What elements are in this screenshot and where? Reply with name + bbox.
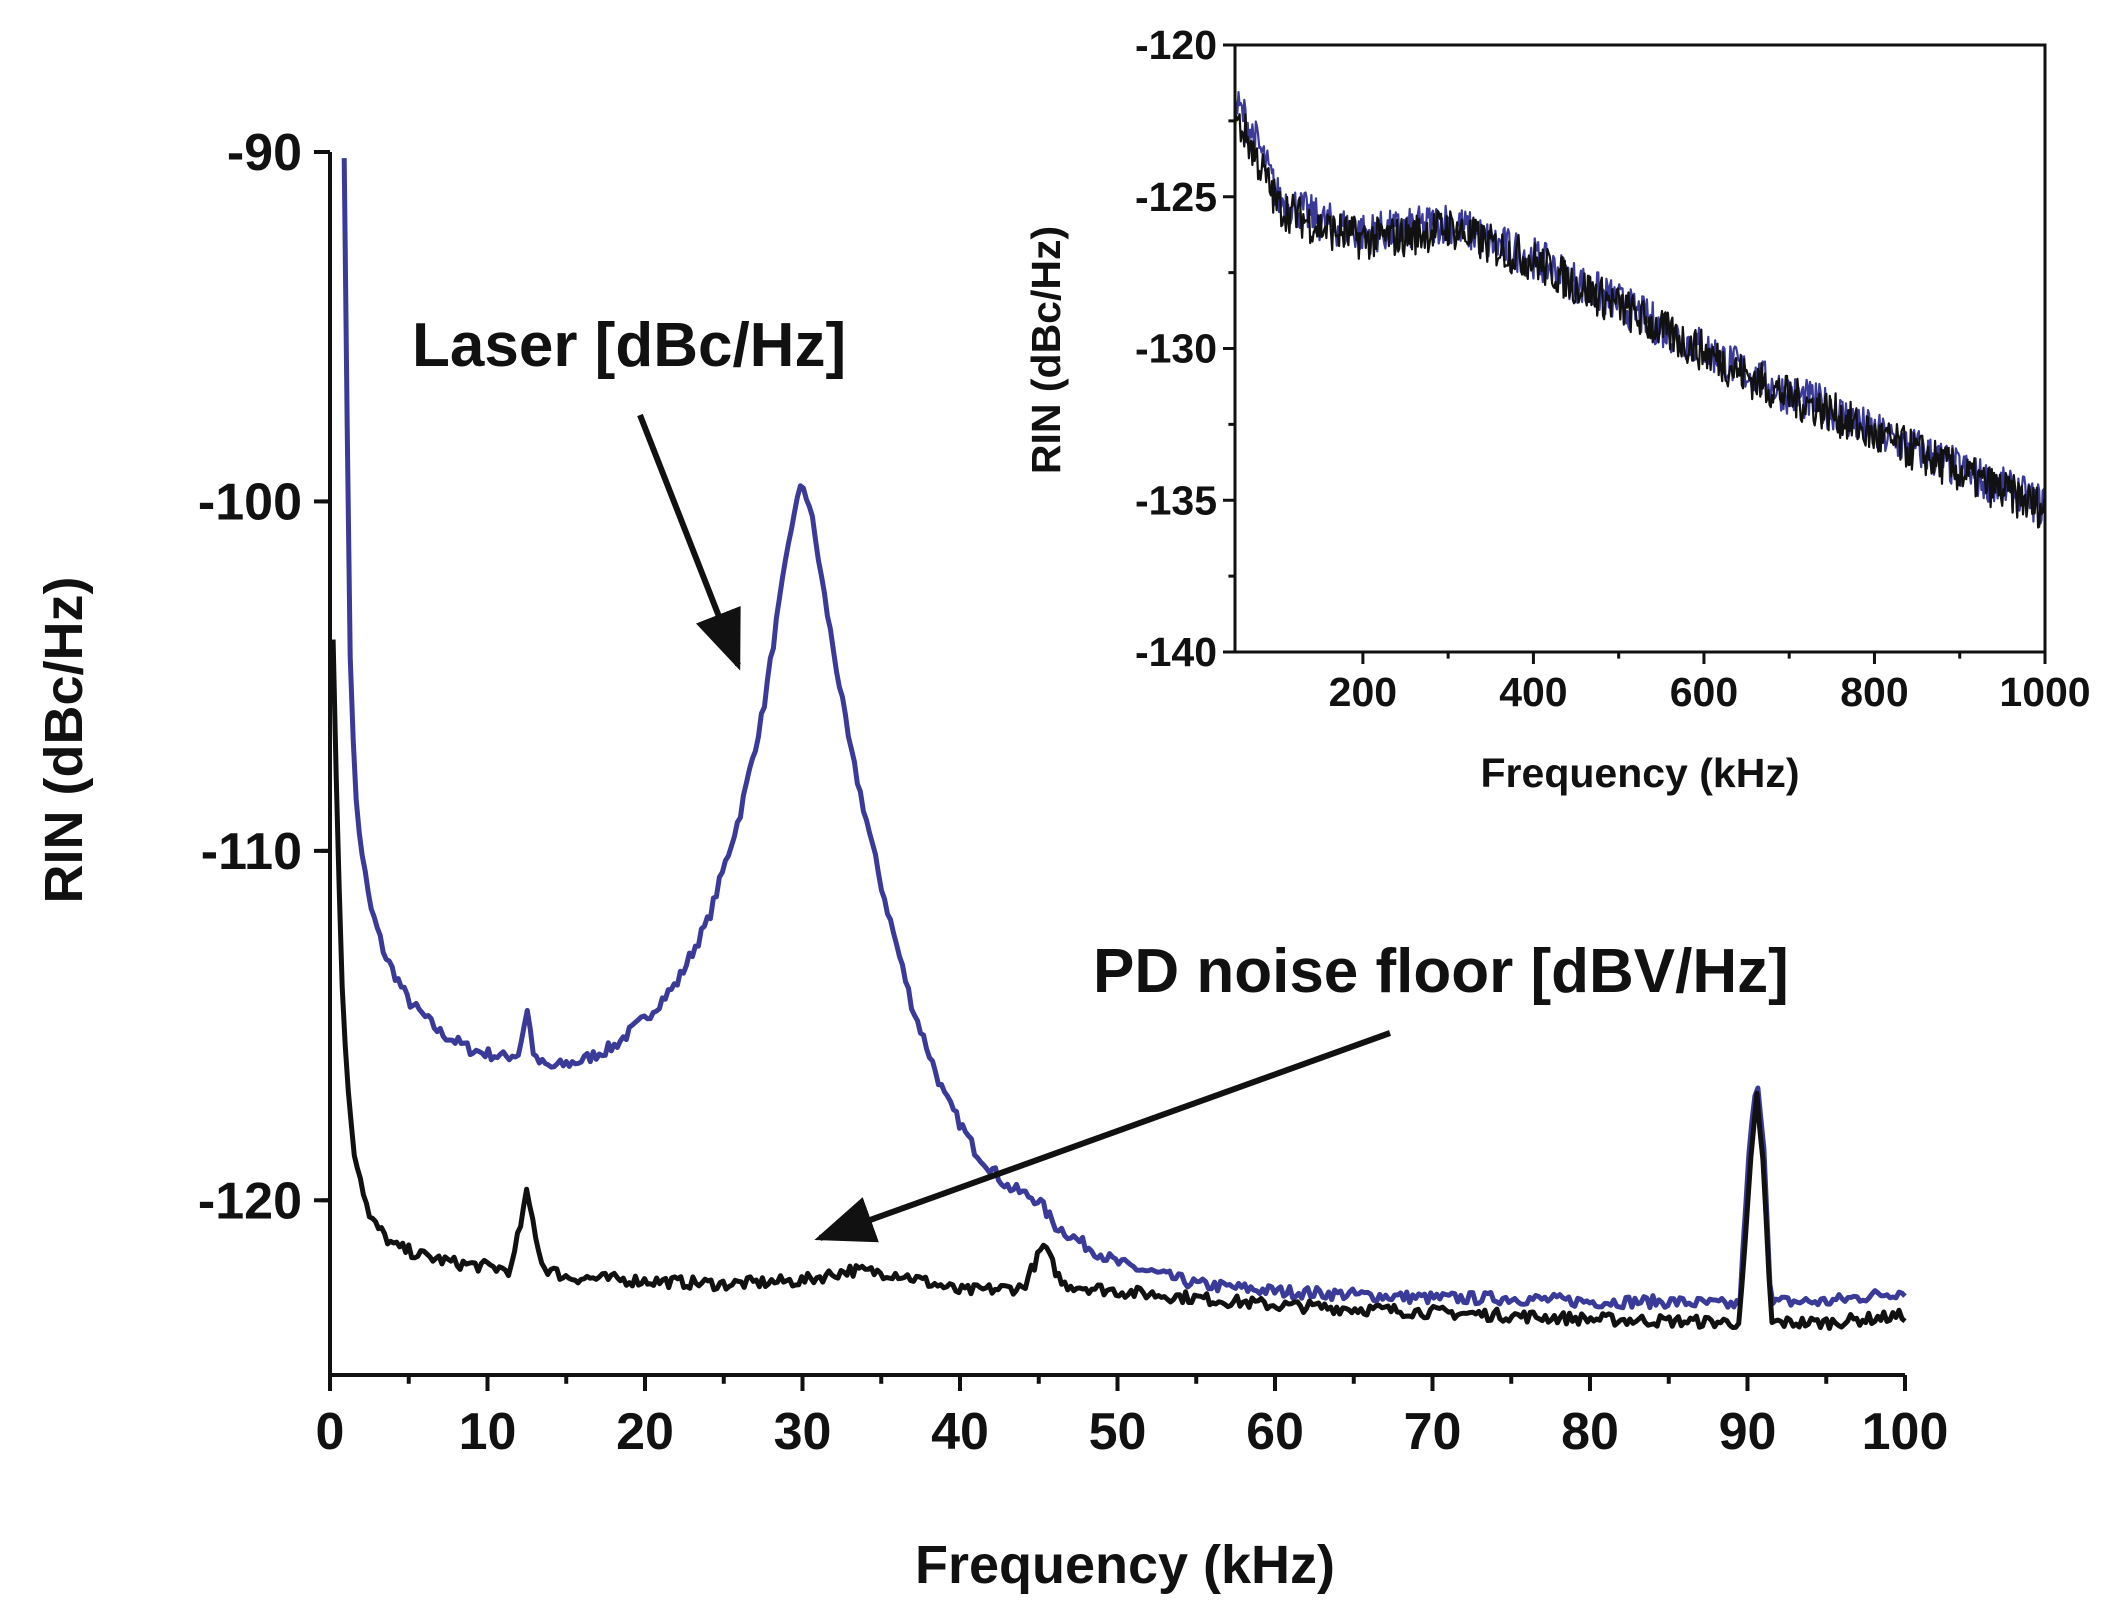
inset-background (1235, 45, 2045, 652)
main-x-tick-label: 10 (459, 1403, 517, 1461)
inset-y-ticks: -120 -125 -130 -135 -140 (1135, 22, 1235, 675)
main-x-ticks: 0 10 20 30 40 50 60 70 80 90 100 (316, 1375, 1949, 1461)
inset-chart: 200 400 600 800 1000 -120 -125 -130 -135 -140 Fr… (1023, 22, 2091, 796)
inset-x-tick-label: 400 (1499, 669, 1567, 715)
inset-x-tick-label: 800 (1840, 669, 1908, 715)
main-x-tick-label: 90 (1719, 1403, 1777, 1461)
main-x-tick-label: 60 (1246, 1403, 1304, 1461)
inset-series-layer (1233, 90, 2047, 529)
inset-y-tick-label: -140 (1135, 629, 1217, 675)
pd-noise-annotation-arrow (814, 1030, 1392, 1243)
main-x-axis-title: Frequency (kHz) (915, 1535, 1335, 1595)
inset-y-axis-title: RIN (dBc/Hz) (1023, 226, 1069, 474)
main-y-ticks: -90 -100 -110 -120 (198, 124, 330, 1230)
inset-y-tick-label: -120 (1135, 22, 1217, 68)
main-y-axis-title: RIN (dBc/Hz) (34, 577, 94, 904)
inset-y-tick-label: -130 (1135, 326, 1217, 372)
main-series-laser-line (341, 158, 1907, 1311)
inset-y-tick-label: -135 (1135, 477, 1217, 523)
main-series-pd-noise-line (330, 639, 1907, 1331)
main-x-tick-label: 20 (616, 1403, 674, 1461)
main-x-tick-label: 100 (1862, 1403, 1949, 1461)
main-x-tick-label: 50 (1089, 1403, 1147, 1461)
main-x-tick-label: 40 (931, 1403, 989, 1461)
main-x-tick-label: 30 (774, 1403, 832, 1461)
pd-noise-annotation-label: PD noise floor [dBV/Hz] (1093, 937, 1789, 1006)
main-chart: 0 10 20 30 40 50 60 70 80 90 100 -90 -100 -110 -120 F… (34, 124, 1948, 1595)
inset-x-tick-label: 1000 (1999, 669, 2090, 715)
main-y-tick-label: -90 (227, 124, 302, 182)
main-x-tick-label: 70 (1404, 1403, 1462, 1461)
main-x-tick-label: 0 (316, 1403, 345, 1461)
main-y-tick-label: -110 (201, 823, 302, 881)
main-y-tick-label: -120 (198, 1172, 302, 1230)
laser-annotation-label: Laser [dBc/Hz] (412, 311, 846, 380)
main-x-tick-label: 80 (1561, 1403, 1619, 1461)
inset-series-pd-noise-line (1233, 113, 2047, 529)
inset-x-axis-title: Frequency (kHz) (1481, 750, 1800, 796)
inset-x-ticks: 200 400 600 800 1000 (1329, 652, 2091, 715)
laser-annotation-arrow (637, 413, 741, 671)
inset-x-tick-label: 200 (1329, 669, 1397, 715)
inset-y-tick-label: -125 (1135, 174, 1217, 220)
main-series-layer (330, 158, 1907, 1331)
inset-x-tick-label: 600 (1670, 669, 1738, 715)
main-y-tick-label: -100 (198, 473, 302, 531)
